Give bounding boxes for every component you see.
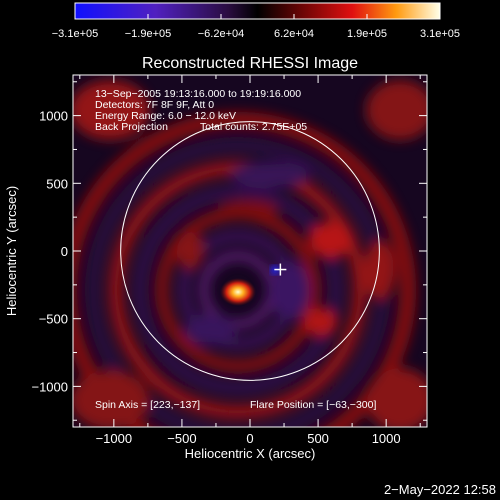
- solar-limb-circle: [120, 121, 380, 381]
- chart-title: Reconstructed RHESSI Image: [142, 55, 358, 72]
- info-line-time: 13−Sep−2005 19:13:16.000 to 19:19:16.000: [95, 88, 301, 100]
- colorbar-tick-label: −6.2e+04: [198, 28, 245, 40]
- x-axis-tick-labels: −1000 −500 0 500 1000: [96, 431, 401, 446]
- colorbar-ticks: [74, 14, 441, 19]
- colorbar-tick-label: 6.2e+04: [274, 28, 314, 40]
- spin-axis-cross: [274, 263, 287, 276]
- x-tick-label: 0: [246, 431, 253, 446]
- spin-axis-label: Spin Axis = [223,−137]: [95, 399, 200, 411]
- x-axis-ticks: [79, 75, 421, 427]
- info-total-counts: Total counts: 2.75E+05: [200, 121, 307, 133]
- colorbar-tick-label: 1.9e+05: [347, 28, 387, 40]
- colorbar-tick-label: −1.9e+05: [125, 28, 172, 40]
- x-tick-label: 500: [307, 431, 329, 446]
- y-axis-label: Heliocentric Y (arcsec): [4, 186, 19, 316]
- plot-image: [73, 75, 427, 427]
- y-tick-label: −500: [39, 312, 68, 327]
- info-line-energy: Energy Range: 6.0 − 12.0 keV: [95, 110, 236, 122]
- x-tick-label: −1000: [96, 431, 133, 446]
- y-tick-label: −1000: [31, 379, 68, 394]
- colorbar: [74, 2, 441, 20]
- info-back-projection: Back Projection: [95, 121, 168, 133]
- x-axis-label: Heliocentric X (arcsec): [185, 446, 316, 461]
- info-line-detectors: Detectors: 7F 8F 9F, Att 0: [95, 99, 214, 111]
- y-tick-label: 0: [61, 244, 68, 259]
- y-tick-label: 1000: [39, 109, 68, 124]
- flare-position-label: Flare Position = [−63,−300]: [250, 399, 376, 411]
- colorbar-tick-label: 3.1e+05: [420, 28, 460, 40]
- footer-date: 2−May−2022 12:58: [384, 482, 496, 497]
- x-tick-label: 1000: [372, 431, 401, 446]
- x-tick-label: −500: [167, 431, 196, 446]
- colorbar-labels: −3.1e+05 −1.9e+05 −6.2e+04 6.2e+04 1.9e+05 3.…: [52, 28, 460, 40]
- colorbar-tick-label: −3.1e+05: [52, 28, 99, 40]
- y-axis-ticks: [73, 81, 427, 421]
- y-tick-label: 500: [46, 176, 68, 191]
- y-axis-tick-labels: −1000 −500 0 500 1000: [31, 109, 68, 395]
